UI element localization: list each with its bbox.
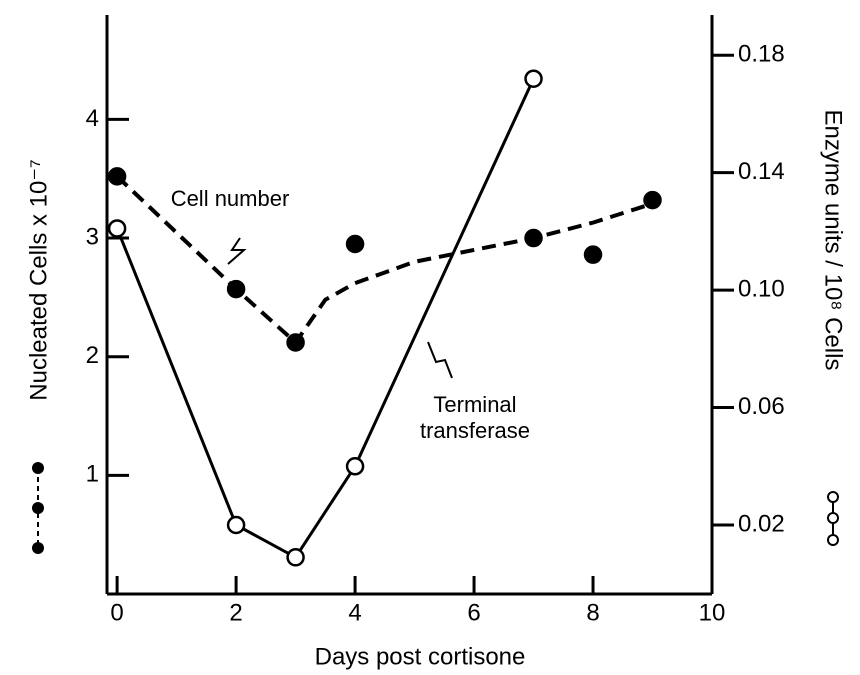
x-tick-label: 2 bbox=[229, 599, 242, 626]
y-legend-symbol bbox=[32, 462, 44, 554]
y2-tick-label: 0.06 bbox=[738, 393, 785, 420]
data-point bbox=[345, 234, 365, 254]
data-point bbox=[345, 457, 365, 476]
y-axis-label: Nucleated Cells x 10⁻⁷ bbox=[25, 159, 52, 400]
x-tick-label: 0 bbox=[110, 599, 123, 626]
x-tick-label: 10 bbox=[699, 599, 726, 626]
y2-axis-label: Enzyme units / 10⁸ Cells bbox=[820, 110, 847, 371]
data-point bbox=[524, 69, 543, 88]
data-point bbox=[107, 219, 127, 238]
x-tick-label: 6 bbox=[467, 599, 480, 626]
y-tick-label: 1 bbox=[86, 461, 99, 488]
data-point bbox=[643, 190, 662, 210]
y2-tick-label: 0.18 bbox=[738, 41, 785, 68]
y2-tick-label: 0.10 bbox=[738, 275, 785, 302]
y2-tick-label: 0.02 bbox=[738, 510, 785, 537]
series-line bbox=[115, 174, 654, 346]
x-axis-label: Days post cortisone bbox=[315, 643, 526, 670]
data-point bbox=[226, 515, 246, 535]
x-tick-label: 8 bbox=[586, 599, 599, 626]
y-tick-label: 2 bbox=[86, 342, 99, 369]
data-point bbox=[286, 548, 305, 567]
series-line bbox=[115, 78, 535, 560]
series-annotation: Cell number bbox=[170, 186, 290, 211]
data-point bbox=[583, 245, 603, 264]
y-tick-label: 4 bbox=[86, 105, 99, 132]
x-tick-label: 4 bbox=[348, 599, 361, 626]
annotation-arrow bbox=[427, 341, 453, 379]
y2-legend-symbol bbox=[827, 491, 839, 546]
y2-tick-label: 0.14 bbox=[738, 158, 785, 185]
series-annotation: Terminal transferase bbox=[419, 392, 531, 443]
annotation-arrow bbox=[227, 237, 247, 265]
y-tick-label: 3 bbox=[86, 223, 99, 250]
